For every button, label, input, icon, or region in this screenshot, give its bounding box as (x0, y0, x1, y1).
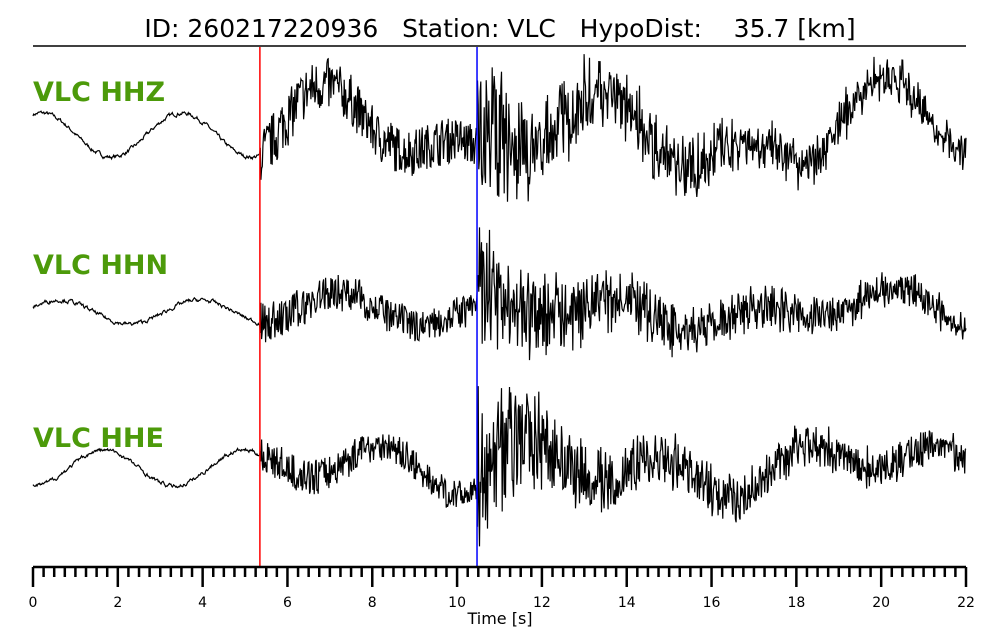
trace-vlc-hhz (32, 54, 967, 202)
x-tick-label: 2 (113, 595, 122, 611)
x-tick-label: 22 (957, 595, 975, 611)
x-axis-label: Time [s] (466, 609, 532, 628)
x-tick-label: 16 (703, 595, 721, 611)
x-tick-label: 12 (533, 595, 551, 611)
x-tick-label: 20 (872, 595, 890, 611)
x-tick-label: 0 (29, 595, 38, 611)
x-tick-label: 18 (787, 595, 805, 611)
x-tick-label: 4 (198, 595, 207, 611)
trace-vlc-hhn (32, 227, 967, 361)
channel-label-hhn: VLC HHN (33, 250, 168, 281)
trace-vlc-hhe (32, 386, 967, 547)
x-tick-label: 14 (618, 595, 636, 611)
channel-label-hhz: VLC HHZ (33, 77, 165, 108)
x-tick-label: 10 (448, 595, 466, 611)
x-tick-label: 6 (283, 595, 292, 611)
x-tick-label: 8 (368, 595, 377, 611)
chart-title: ID: 260217220936 Station: VLC HypoDist: … (144, 14, 855, 43)
